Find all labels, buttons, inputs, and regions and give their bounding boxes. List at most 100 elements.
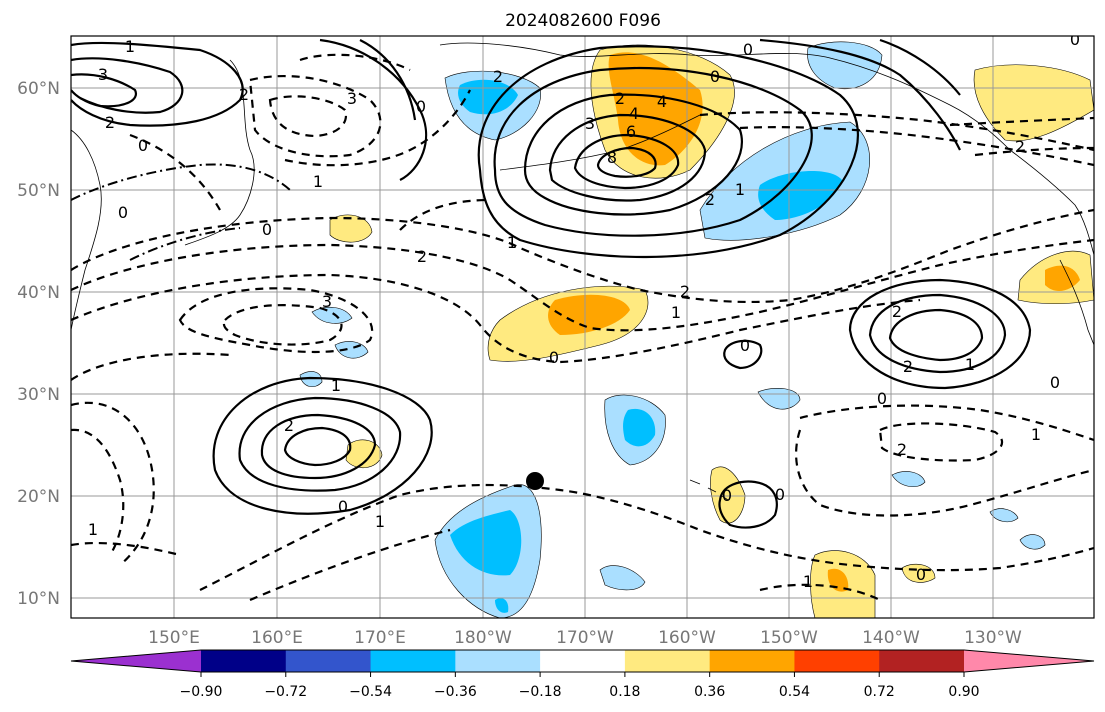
colorbar-segment	[455, 650, 541, 672]
contour-label: 2	[239, 85, 249, 104]
contour-label: 0	[775, 485, 785, 504]
colorbar-extend-min	[71, 650, 201, 672]
lon-label: 130°W	[964, 628, 1022, 648]
contour-label: 1	[375, 512, 385, 531]
coast-na-west	[1059, 259, 1094, 346]
coast-siberia	[184, 59, 255, 246]
contour-label: 1	[313, 172, 323, 191]
colorbar-tick-label: −0.36	[434, 684, 477, 700]
anomaly-small-blue-6	[891, 471, 926, 488]
anomaly-west-coast-core	[1045, 265, 1080, 292]
contour-label: 2	[615, 89, 625, 108]
anomaly-hawaii-south-spot	[495, 598, 509, 613]
lon-axis: 150°E 160°E 170°E 180°W 170°W 160°W 150°…	[148, 628, 1022, 648]
colorbar-tick-label: 0.72	[864, 684, 895, 700]
anomaly-central-blue-core	[623, 408, 656, 447]
contour-labels: 1 3 2 0 2 3 0 0 1 0 0 3 4 2 6 8 4 2 0 0 …	[88, 30, 1080, 591]
colorbar-segment	[201, 650, 287, 672]
colorbar-tick-label: 0.54	[779, 684, 810, 700]
contour-label: 1	[507, 233, 517, 252]
contour-label: 4	[657, 92, 667, 111]
anomaly-small-blue-7	[989, 508, 1019, 523]
contour-label: 3	[585, 114, 595, 133]
colorbar-segment	[370, 650, 456, 672]
anomaly-ne-pacific-core	[758, 170, 842, 220]
lat-label: 30°N	[17, 385, 60, 405]
colorbar-tick-label: −0.18	[519, 684, 562, 700]
lon-label: 140°W	[862, 628, 920, 648]
point-marker	[526, 472, 544, 490]
anomaly-gulf-north	[807, 41, 883, 90]
colorbar-tick-label: 0.90	[948, 684, 979, 700]
contour-label: 4	[629, 104, 639, 123]
shaded-anomalies	[299, 41, 1094, 618]
colorbar-segment	[879, 650, 965, 672]
contour-label: 0	[262, 220, 272, 239]
lon-label: 150°W	[760, 628, 818, 648]
anomaly-hawaii-south-core	[450, 510, 522, 576]
contour-label: 0	[722, 486, 732, 505]
anomaly-small-2	[345, 439, 383, 468]
anomaly-small-blue-8	[1019, 534, 1046, 550]
contour-label: 1	[125, 37, 135, 56]
lon-label: 170°E	[354, 628, 406, 648]
contour-label: 0	[1070, 30, 1080, 49]
lat-label: 50°N	[17, 181, 60, 201]
colorbar-segment	[624, 650, 711, 672]
anomaly-nw-canada	[973, 64, 1094, 142]
lon-label: 170°W	[556, 628, 614, 648]
contour-label: 0	[740, 336, 750, 355]
contour-label: 0	[916, 565, 926, 584]
map-title: 2024082600 F096	[505, 11, 661, 31]
colorbar-segment	[540, 650, 626, 672]
contour-label: 0	[877, 389, 887, 408]
contour-label: 0	[710, 67, 720, 86]
lat-label: 20°N	[17, 487, 60, 507]
contour-label: 2	[493, 67, 503, 86]
contour-label: 2	[1015, 137, 1025, 156]
contour-label: 8	[607, 148, 617, 167]
lon-label: 160°W	[658, 628, 716, 648]
contour-label: 2	[105, 113, 115, 132]
colorbar-extend-max	[964, 650, 1094, 672]
contour-label: 2	[417, 247, 427, 266]
contour-label: 1	[671, 303, 681, 322]
colorbar-tick-label: −0.90	[180, 684, 223, 700]
contour-label: 0	[338, 497, 348, 516]
colorbar-segment	[709, 650, 795, 672]
contour-label: 2	[903, 357, 913, 376]
contour-label: 0	[416, 97, 426, 116]
colorbar: −0.90 −0.72 −0.54 −0.36 −0.18 0.18 0.36 0.54 0.7…	[70, 649, 1095, 700]
colorbar-segment	[285, 650, 372, 672]
map-panel: 1 3 2 0 2 3 0 0 1 0 0 3 4 2 6 8 4 2 0 0 …	[71, 30, 1094, 618]
contours-zero	[71, 163, 291, 261]
contour-label: 3	[98, 65, 108, 84]
contour-label: 1	[1031, 425, 1041, 444]
lat-axis: 60°N 50°N 40°N 30°N 20°N 10°N	[17, 79, 60, 609]
contour-label: 0	[1050, 373, 1060, 392]
contour-label: 1	[803, 572, 813, 591]
contour-label: 1	[88, 520, 98, 539]
contour-label: 2	[892, 302, 902, 321]
anomaly-small-1	[329, 214, 373, 243]
coast-kamchatka	[71, 129, 102, 331]
contour-label: 0	[118, 203, 128, 222]
colorbar-segment	[794, 650, 880, 672]
contour-label: 0	[138, 136, 148, 155]
lat-label: 10°N	[17, 589, 60, 609]
anomaly-gulf-alaska-core	[608, 52, 703, 166]
contour-label: 0	[743, 40, 753, 59]
contour-label: 2	[897, 440, 907, 459]
anomaly-small-blue-5	[599, 565, 646, 591]
lon-label: 180°W	[454, 628, 512, 648]
contour-label: 2	[705, 190, 715, 209]
contour-label: 3	[322, 292, 332, 311]
coast-alaska	[439, 42, 1094, 256]
contours-negative	[71, 53, 1094, 602]
anomaly-small-blue-1	[311, 306, 353, 324]
lon-label: 160°E	[251, 628, 303, 648]
anomaly-small-blue-3	[299, 371, 323, 388]
contour-label: 0	[549, 348, 559, 367]
coastlines	[71, 42, 1094, 501]
